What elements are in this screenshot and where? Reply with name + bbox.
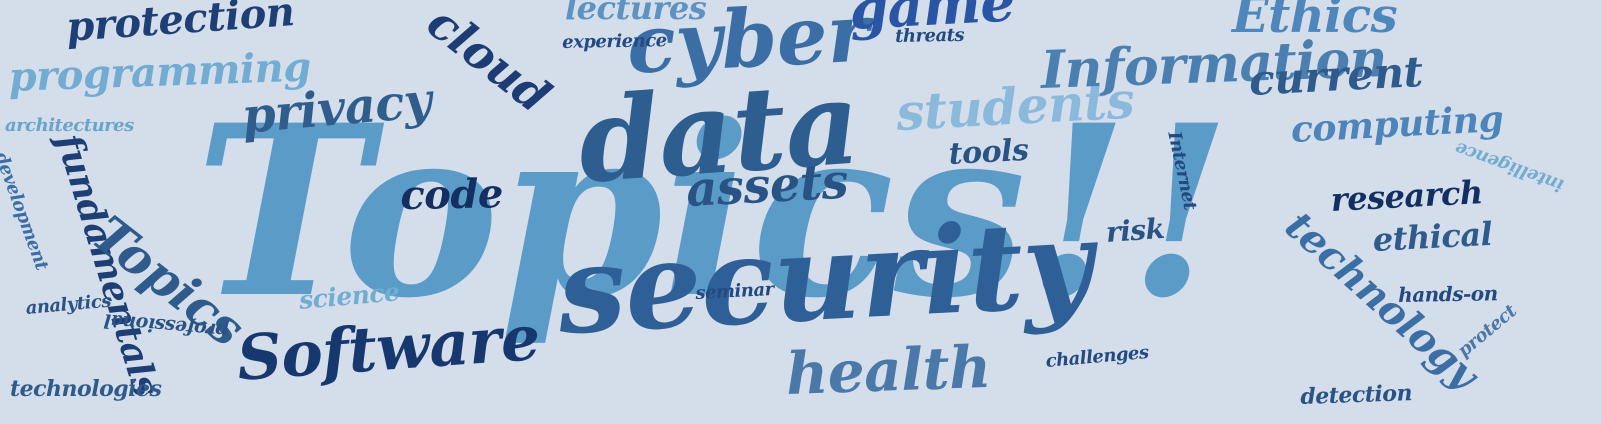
word-lectures: lectures xyxy=(565,0,707,27)
word-programming: programming xyxy=(7,43,312,101)
word-research: research xyxy=(1329,173,1484,219)
word-ethical: ethical xyxy=(1371,214,1494,259)
word-detection: detection xyxy=(1299,380,1413,410)
word-experience: experience xyxy=(561,30,667,53)
word-development: development xyxy=(0,149,53,273)
word-tools: tools xyxy=(947,132,1030,172)
word-current: current xyxy=(1247,46,1424,105)
word-analytics: analytics xyxy=(24,290,112,319)
word-protect: protect xyxy=(1453,300,1521,362)
word-risk: risk xyxy=(1104,211,1166,249)
word-protection: protection xyxy=(64,0,296,51)
word-hands-on: hands-on xyxy=(1397,281,1498,307)
word-assets: assets xyxy=(684,153,850,218)
word-topics-main: Topics!! xyxy=(195,74,1231,350)
word-architectures: architectures xyxy=(5,115,134,136)
word-software: Software xyxy=(234,300,543,395)
word-security: security xyxy=(554,193,1096,362)
word-health: health xyxy=(784,332,992,408)
word-technologies: technologies xyxy=(10,376,162,402)
word-code: code xyxy=(399,170,504,219)
word-ethics: Ethics xyxy=(1232,0,1398,44)
word-threats: threats xyxy=(894,24,965,47)
word-seminar: seminar xyxy=(694,278,775,304)
